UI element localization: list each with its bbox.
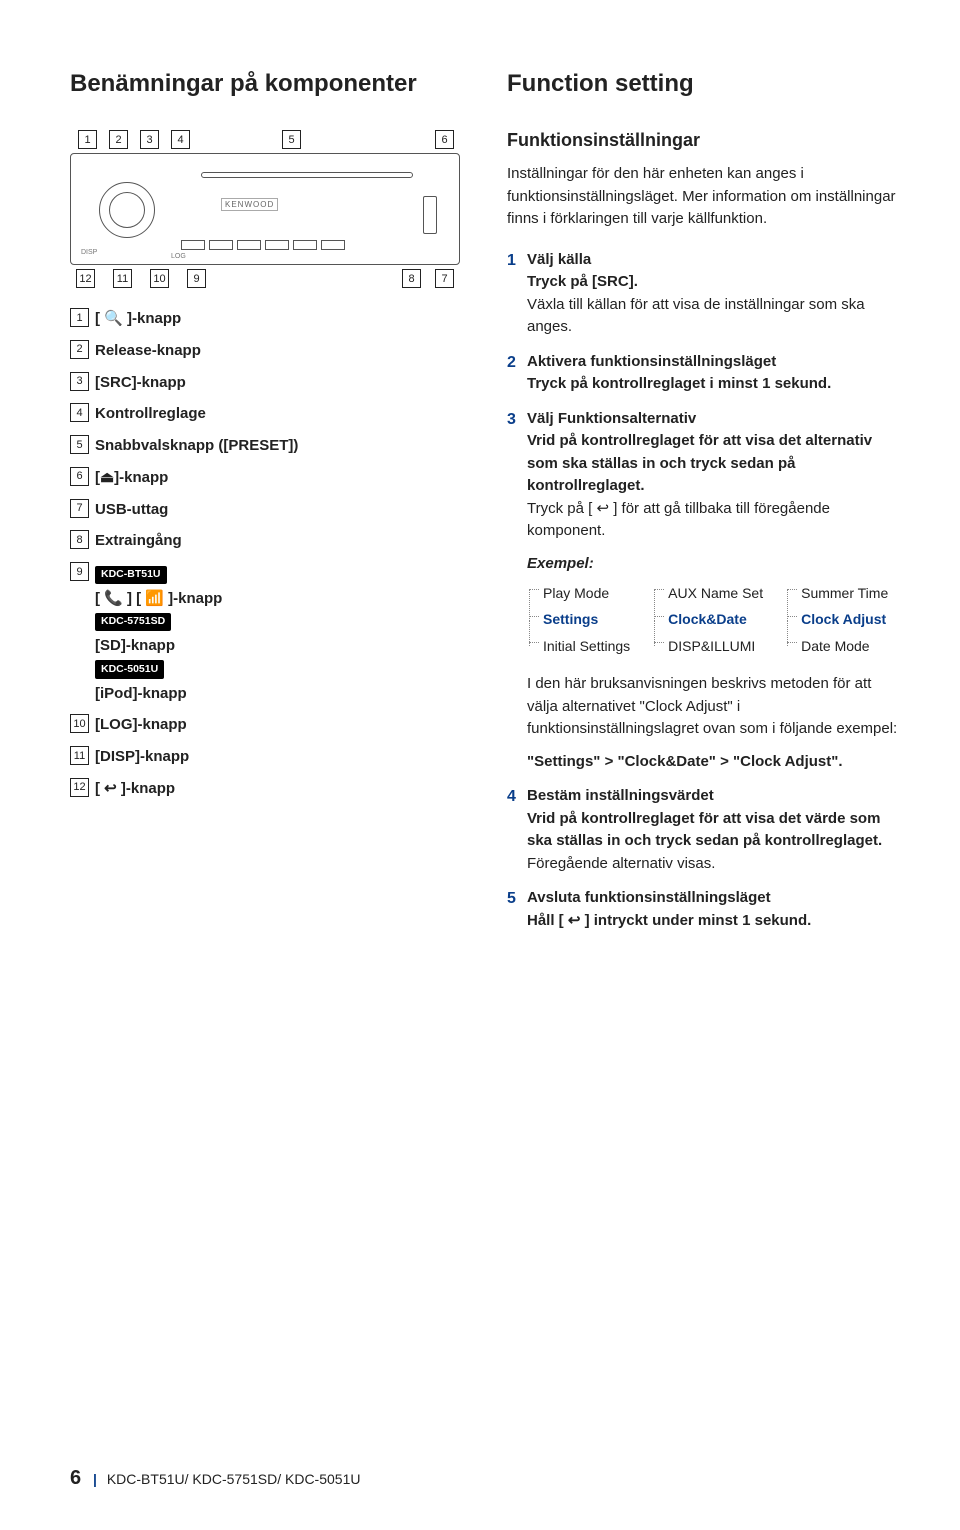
legend-row: 6 [⏏]-knapp (70, 467, 463, 489)
legend-row: 9 KDC-BT51U [ 📞 ] [ 📶 ]-knapp KDC-5751SD [SD… (70, 562, 463, 704)
legend-row: 3 [SRC]-knapp (70, 372, 463, 394)
callout-7: 7 (435, 269, 454, 288)
step-number: 1 (507, 249, 527, 339)
tree-node: AUX Name Set (654, 580, 763, 607)
right-title: Function setting (507, 70, 900, 98)
callout-10: 10 (150, 269, 169, 288)
tree-node: Initial Settings (529, 633, 630, 660)
legend-sublabel: [SD]-knapp (95, 635, 463, 657)
model-badge: KDC-5751SD (95, 613, 171, 631)
example-tree: Play ModeSettingsInitial Settings AUX Nam… (529, 580, 900, 660)
tree-node: Summer Time (787, 580, 888, 607)
legend-number: 3 (70, 372, 89, 391)
legend: 1[ 🔍 ]-knapp2Release-knapp3[SRC]-knapp4K… (70, 308, 463, 800)
footer-models: KDC-BT51U/ KDC-5751SD/ KDC-5051U (107, 1471, 361, 1487)
legend-row: 2 Release-knapp (70, 340, 463, 362)
legend-label: Release-knapp (95, 340, 463, 362)
step: 1Välj källaTryck på [SRC].Växla till käl… (507, 249, 900, 339)
legend-label: [DISP]-knapp (95, 746, 463, 768)
step: 2Aktivera funktionsinställningslägetTryc… (507, 351, 900, 396)
legend-label: [SRC]-knapp (95, 372, 463, 394)
callout-11: 11 (113, 269, 132, 288)
page-number: 6 (70, 1467, 81, 1489)
legend-row: 12 [ ↩ ]-knapp (70, 778, 463, 800)
legend-row: 1 [ 🔍 ]-knapp (70, 308, 463, 330)
step-body: Välj källaTryck på [SRC].Växla till käll… (527, 249, 900, 339)
legend-number: 1 (70, 308, 89, 327)
example-label: Exempel: (527, 555, 900, 572)
model-badge: KDC-BT51U (95, 566, 167, 584)
callout-8: 8 (402, 269, 421, 288)
legend-label: [⏏]-knapp (95, 467, 463, 489)
step: 5Avsluta funktionsinställningslägetHåll … (507, 887, 900, 932)
legend-number: 11 (70, 746, 89, 765)
step: 3Välj FunktionsalternativVrid på kontrol… (507, 408, 900, 543)
model-badge: KDC-5051U (95, 660, 164, 678)
legend-number: 10 (70, 714, 89, 733)
callout-2: 2 (109, 130, 128, 149)
step-number: 2 (507, 351, 527, 396)
callout-1: 1 (78, 130, 97, 149)
legend-number: 4 (70, 403, 89, 422)
legend-number: 6 (70, 467, 89, 486)
legend-number: 2 (70, 340, 89, 359)
tree-node: Settings (529, 606, 630, 633)
right-subheading: Funktionsinställningar (507, 130, 900, 151)
legend-label: KDC-BT51U [ 📞 ] [ 📶 ]-knapp KDC-5751SD [SD]… (95, 562, 463, 704)
legend-row: 11 [DISP]-knapp (70, 746, 463, 768)
legend-label: USB-uttag (95, 499, 463, 521)
device-diagram: 1 2 3 4 5 6 KENWOOD DISP LOG 12 (70, 130, 460, 288)
intro-text: Inställningar för den här enheten kan an… (507, 163, 900, 231)
footer: 6 | KDC-BT51U/ KDC-5751SD/ KDC-5051U (70, 1467, 360, 1490)
step-number: 5 (507, 887, 527, 932)
tree-node: Clock Adjust (787, 606, 888, 633)
example-path: "Settings" > "Clock&Date" > "Clock Adjus… (527, 751, 900, 774)
legend-row: 5 Snabbvalsknapp ([PRESET]) (70, 435, 463, 457)
left-title: Benämningar på komponenter (70, 70, 463, 98)
callout-5: 5 (282, 130, 301, 149)
step-body: Avsluta funktionsinställningslägetHåll [… (527, 887, 900, 932)
legend-number: 5 (70, 435, 89, 454)
legend-label: [ ↩ ]-knapp (95, 778, 463, 800)
legend-row: 10 [LOG]-knapp (70, 714, 463, 736)
legend-label: [ 🔍 ]-knapp (95, 308, 463, 330)
legend-row: 7 USB-uttag (70, 499, 463, 521)
legend-label: Extraingång (95, 530, 463, 552)
legend-label: [LOG]-knapp (95, 714, 463, 736)
legend-sublabel: [ 📞 ] [ 📶 ]-knapp (95, 588, 463, 610)
brand-label: KENWOOD (221, 198, 278, 211)
step-body: Bestäm inställningsvärdetVrid på kontrol… (527, 785, 900, 875)
tree-node: Clock&Date (654, 606, 763, 633)
legend-number: 8 (70, 530, 89, 549)
callout-4: 4 (171, 130, 190, 149)
legend-label: Snabbvalsknapp ([PRESET]) (95, 435, 463, 457)
legend-label: Kontrollreglage (95, 403, 463, 425)
step-body: Välj FunktionsalternativVrid på kontroll… (527, 408, 900, 543)
step-body: Aktivera funktionsinställningslägetTryck… (527, 351, 900, 396)
step-number: 3 (507, 408, 527, 543)
tree-node: DISP&ILLUMI (654, 633, 763, 660)
legend-number: 9 (70, 562, 89, 581)
legend-row: 4 Kontrollreglage (70, 403, 463, 425)
legend-number: 7 (70, 499, 89, 518)
callout-3: 3 (140, 130, 159, 149)
tree-node: Play Mode (529, 580, 630, 607)
callout-6: 6 (435, 130, 454, 149)
legend-row: 8 Extraingång (70, 530, 463, 552)
callout-9: 9 (187, 269, 206, 288)
step-number: 4 (507, 785, 527, 875)
step: 4Bestäm inställningsvärdetVrid på kontro… (507, 785, 900, 875)
example-para: I den här bruksanvisningen beskrivs meto… (527, 673, 900, 741)
legend-sublabel: [iPod]-knapp (95, 683, 463, 705)
legend-number: 12 (70, 778, 89, 797)
callout-12: 12 (76, 269, 95, 288)
tree-node: Date Mode (787, 633, 888, 660)
